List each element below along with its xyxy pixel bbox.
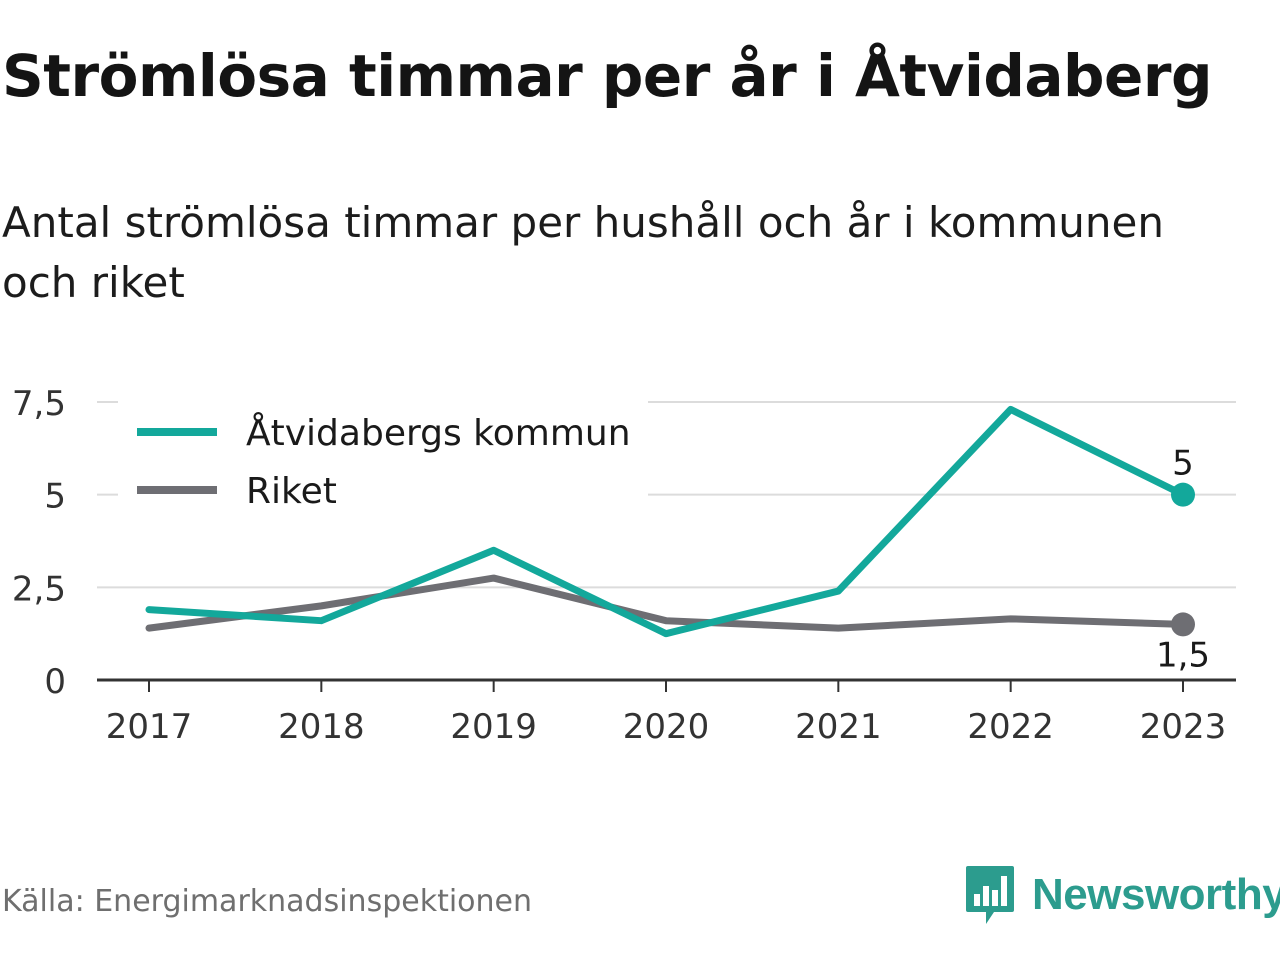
- bar-chart-speech-bubble-icon: [966, 866, 1014, 924]
- x-tick-label: 2022: [967, 707, 1054, 747]
- x-tick-label: 2023: [1140, 707, 1227, 747]
- legend-label: Åtvidabergs kommun: [246, 411, 631, 454]
- x-tick-label: 2021: [795, 707, 882, 747]
- source-note: Källa: Energimarknadsinspektionen: [2, 884, 533, 919]
- line-chart: 0 2,5 5 7,5 2017 2018 2019 2020 2021 2022 2023 1,5 5…: [12, 384, 1236, 747]
- x-tick-label: 2019: [450, 707, 537, 747]
- series-line-riket: [145, 574, 1187, 632]
- end-point-riket: [1171, 612, 1195, 637]
- x-tick-label: 2018: [278, 707, 365, 747]
- legend-label: Riket: [246, 471, 337, 512]
- chart-subtitle: Antal strömlösa timmar per hushåll och å…: [2, 198, 1164, 307]
- end-label-riket: 1,5: [1156, 635, 1210, 675]
- series-line-kommun: [145, 405, 1187, 638]
- end-label-kommun: 5: [1172, 444, 1194, 484]
- y-tick-label: 2,5: [12, 569, 66, 609]
- y-tick-label: 7,5: [12, 384, 66, 424]
- x-tick-label: 2020: [623, 707, 710, 747]
- chart-title: Strömlösa timmar per år i Åtvidaberg: [2, 42, 1212, 110]
- y-tick-label: 0: [44, 662, 66, 702]
- x-tick-label: 2017: [106, 707, 193, 747]
- end-point-kommun: [1171, 482, 1195, 507]
- y-tick-label: 5: [44, 477, 66, 517]
- brand-name: Newsworthy: [1032, 870, 1280, 919]
- newsworthy-logo: Newsworthy: [964, 864, 1280, 926]
